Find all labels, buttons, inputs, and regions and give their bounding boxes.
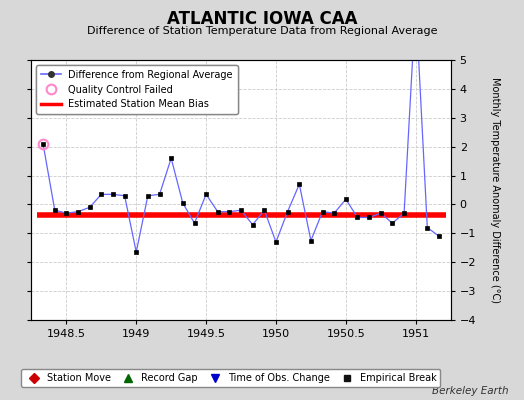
- Text: Berkeley Earth: Berkeley Earth: [432, 386, 508, 396]
- Legend: Difference from Regional Average, Quality Control Failed, Estimated Station Mean: Difference from Regional Average, Qualit…: [36, 65, 238, 114]
- Y-axis label: Monthly Temperature Anomaly Difference (°C): Monthly Temperature Anomaly Difference (…: [490, 77, 500, 303]
- Legend: Station Move, Record Gap, Time of Obs. Change, Empirical Break: Station Move, Record Gap, Time of Obs. C…: [20, 369, 441, 387]
- Text: ATLANTIC IOWA CAA: ATLANTIC IOWA CAA: [167, 10, 357, 28]
- Text: Difference of Station Temperature Data from Regional Average: Difference of Station Temperature Data f…: [87, 26, 437, 36]
